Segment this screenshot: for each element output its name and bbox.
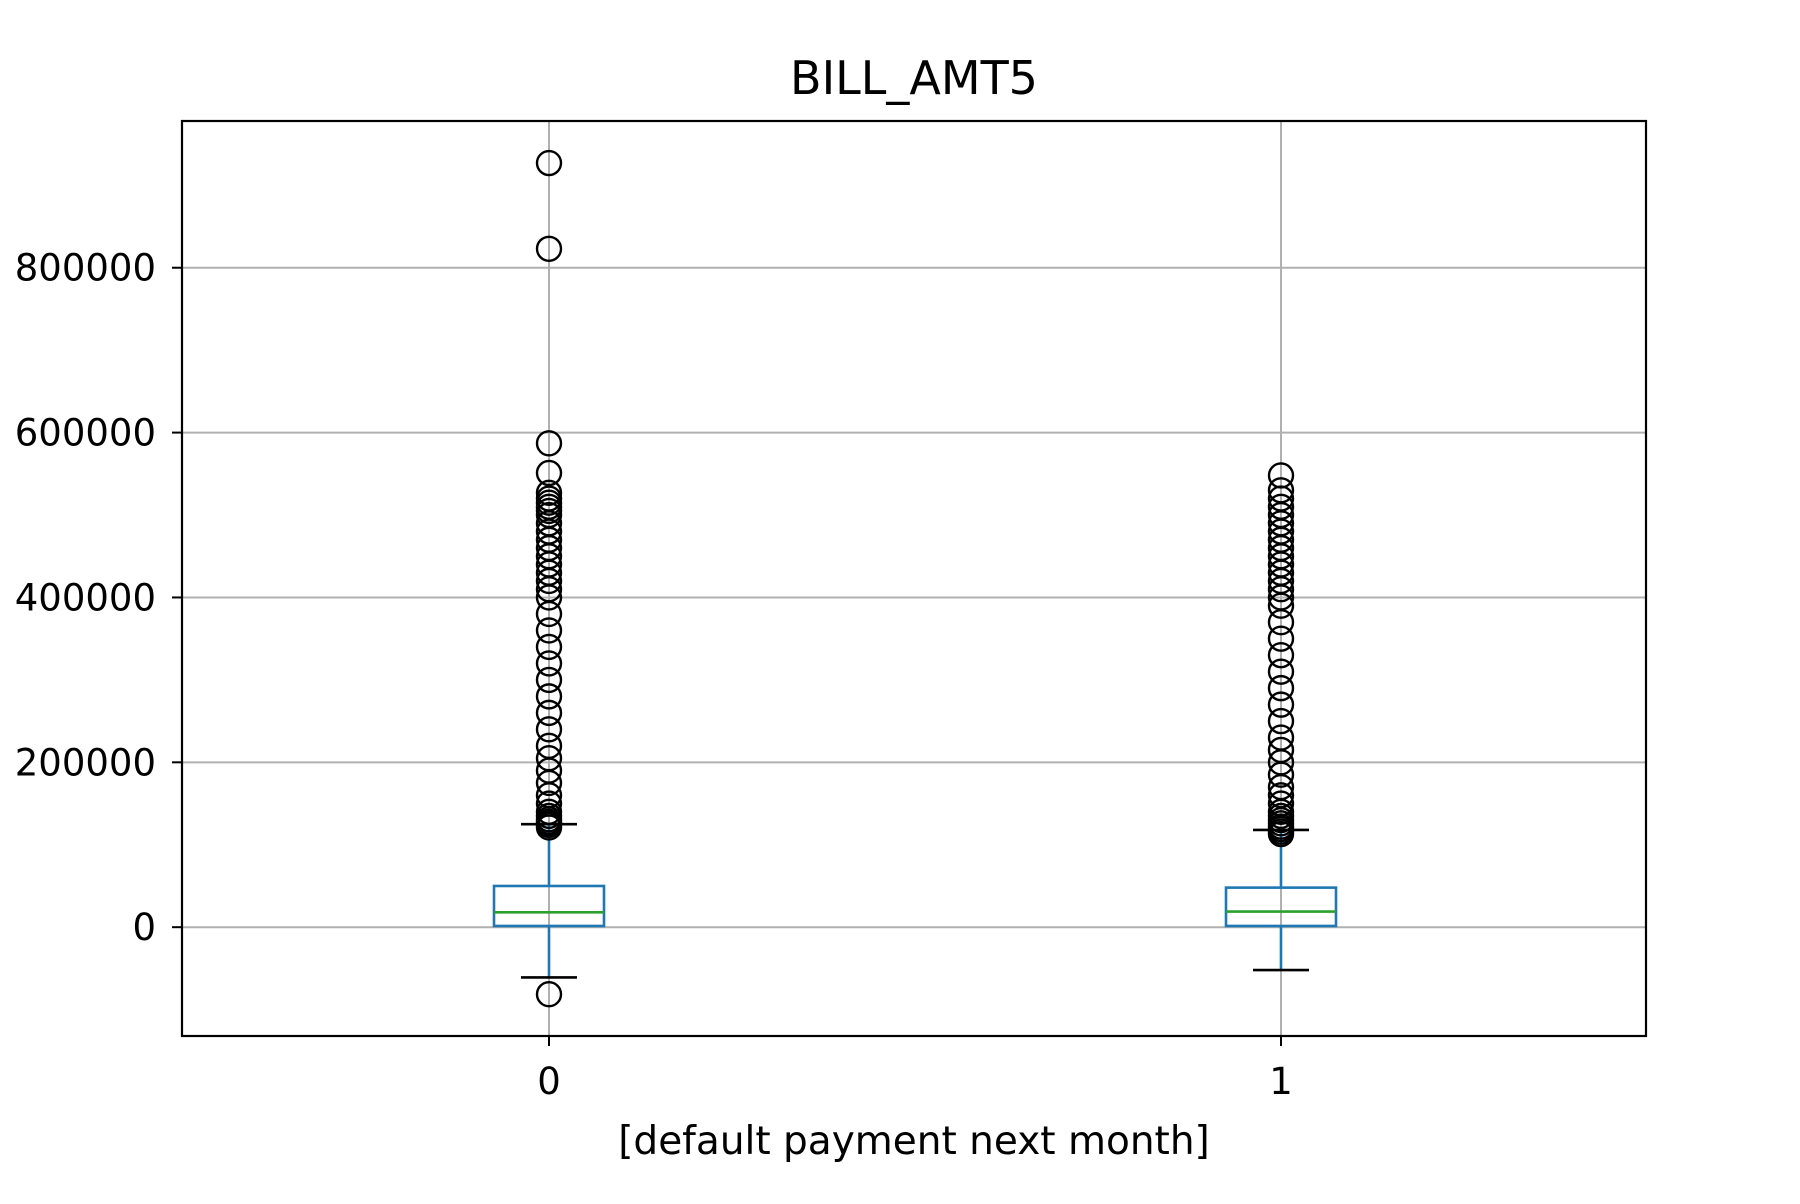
grid-layer [182, 121, 1646, 1036]
axes-frame [180, 119, 1648, 1038]
outlier-point [535, 459, 563, 487]
outlier-point [535, 790, 563, 817]
outlier-point [1267, 493, 1295, 520]
box-layer [492, 822, 1338, 979]
outlier-point [535, 479, 563, 506]
outlier-point [535, 633, 563, 661]
outlier-point [1267, 724, 1295, 751]
outlier-point [535, 683, 563, 710]
outlier-point [1267, 674, 1295, 702]
outlier-point [1267, 736, 1295, 764]
outlier-point [535, 149, 563, 177]
y-tick-label: 400000 [15, 576, 156, 619]
outlier-point [535, 981, 563, 1008]
x-tick-label: 0 [537, 1060, 561, 1103]
outlier-point [535, 430, 563, 457]
outlier-point [1267, 641, 1295, 669]
tick-layer: 0 200000 400000 600000 800000 0 1 [15, 247, 1293, 1103]
outlier-point [1267, 707, 1295, 735]
outlier-point [1267, 462, 1295, 489]
outlier-layer [535, 149, 1295, 1008]
outlier-point [1267, 658, 1295, 685]
outlier-point [535, 732, 563, 760]
outlier-point [1267, 790, 1295, 817]
box-iqr [492, 884, 606, 928]
outlier-point [535, 666, 563, 694]
outlier-point [535, 617, 563, 644]
outlier-point [535, 485, 563, 512]
chart-title: BILL_AMT5 [790, 51, 1038, 105]
y-tick-label: 600000 [15, 412, 156, 455]
outlier-point [535, 745, 563, 772]
outlier-point [535, 650, 563, 677]
outlier-point [1267, 477, 1295, 504]
outlier-point [535, 798, 563, 825]
outlier-point [1267, 782, 1295, 809]
outlier-point [1267, 691, 1295, 718]
outlier-point [535, 716, 563, 743]
x-axis-label: [default payment next month] [618, 1119, 1210, 1164]
x-tick-label: 1 [1269, 1060, 1293, 1103]
outlier-point [535, 235, 563, 262]
box-iqr [1224, 886, 1338, 928]
y-tick-label: 0 [132, 906, 156, 949]
y-tick-label: 800000 [15, 247, 156, 290]
outlier-point [1267, 625, 1295, 652]
y-tick-label: 200000 [15, 741, 156, 784]
outlier-point [535, 699, 563, 727]
